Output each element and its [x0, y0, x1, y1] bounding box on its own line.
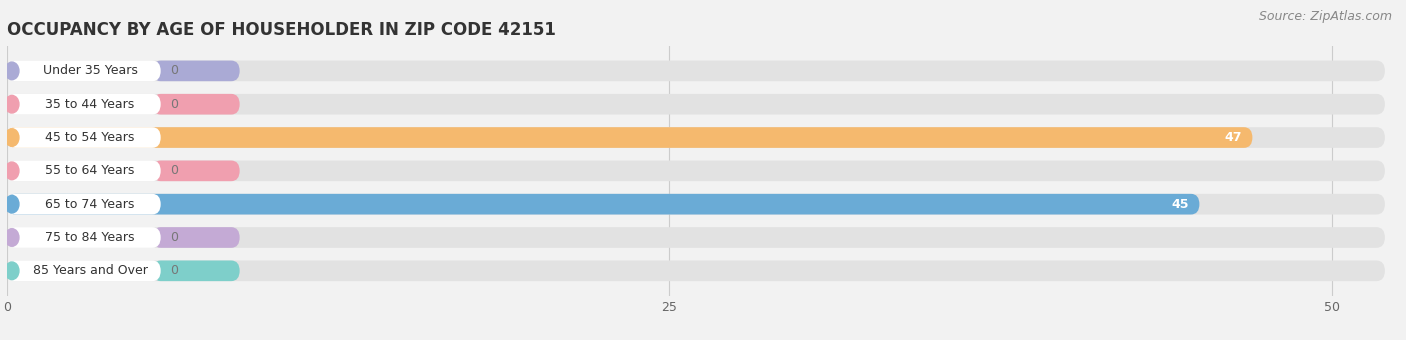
Text: 0: 0 [170, 231, 179, 244]
FancyBboxPatch shape [7, 260, 1385, 281]
Circle shape [6, 262, 18, 279]
Text: Under 35 Years: Under 35 Years [42, 64, 138, 78]
FancyBboxPatch shape [7, 61, 160, 81]
FancyBboxPatch shape [7, 260, 160, 281]
FancyBboxPatch shape [7, 127, 1385, 148]
FancyBboxPatch shape [152, 227, 239, 248]
Circle shape [6, 229, 18, 246]
Circle shape [6, 195, 18, 213]
Text: Source: ZipAtlas.com: Source: ZipAtlas.com [1258, 10, 1392, 23]
Text: 55 to 64 Years: 55 to 64 Years [45, 164, 135, 177]
Text: 0: 0 [170, 64, 179, 78]
Text: 45 to 54 Years: 45 to 54 Years [45, 131, 135, 144]
FancyBboxPatch shape [7, 194, 1199, 215]
Circle shape [6, 96, 18, 113]
Text: 47: 47 [1225, 131, 1241, 144]
FancyBboxPatch shape [7, 194, 1385, 215]
FancyBboxPatch shape [7, 127, 1253, 148]
FancyBboxPatch shape [7, 194, 160, 215]
Text: 0: 0 [170, 264, 179, 277]
FancyBboxPatch shape [152, 61, 239, 81]
FancyBboxPatch shape [7, 127, 160, 148]
Circle shape [6, 129, 18, 146]
FancyBboxPatch shape [7, 61, 1385, 81]
FancyBboxPatch shape [7, 94, 160, 115]
FancyBboxPatch shape [7, 94, 1385, 115]
Text: 75 to 84 Years: 75 to 84 Years [45, 231, 135, 244]
Text: 0: 0 [170, 164, 179, 177]
FancyBboxPatch shape [152, 260, 239, 281]
FancyBboxPatch shape [7, 160, 1385, 181]
Circle shape [6, 62, 18, 80]
FancyBboxPatch shape [7, 227, 1385, 248]
Text: 65 to 74 Years: 65 to 74 Years [45, 198, 135, 211]
FancyBboxPatch shape [7, 227, 160, 248]
Text: OCCUPANCY BY AGE OF HOUSEHOLDER IN ZIP CODE 42151: OCCUPANCY BY AGE OF HOUSEHOLDER IN ZIP C… [7, 21, 555, 39]
Text: 35 to 44 Years: 35 to 44 Years [45, 98, 135, 111]
FancyBboxPatch shape [152, 160, 239, 181]
Text: 45: 45 [1171, 198, 1189, 211]
FancyBboxPatch shape [152, 94, 239, 115]
Text: 0: 0 [170, 98, 179, 111]
Circle shape [6, 162, 18, 180]
FancyBboxPatch shape [7, 160, 160, 181]
Text: 85 Years and Over: 85 Years and Over [32, 264, 148, 277]
